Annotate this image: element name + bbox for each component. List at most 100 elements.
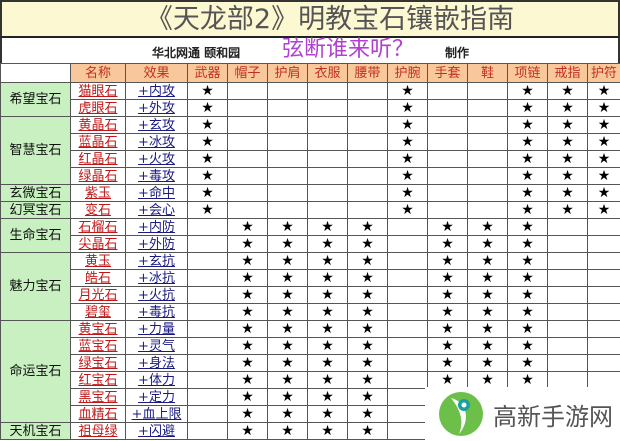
empty-cell xyxy=(387,269,428,287)
star-icon: ★ xyxy=(227,218,268,236)
star-icon: ★ xyxy=(267,286,308,304)
gem-name[interactable]: 血精石 xyxy=(70,405,126,423)
star-icon: ★ xyxy=(427,337,468,355)
gem-name[interactable]: 碧玺 xyxy=(70,303,126,321)
gem-name[interactable]: 红宝石 xyxy=(70,371,126,389)
star-icon: ★ xyxy=(467,354,508,372)
empty-cell xyxy=(307,184,348,202)
gem-effect[interactable]: +灵气 xyxy=(125,337,188,355)
star-icon: ★ xyxy=(347,286,388,304)
star-icon: ★ xyxy=(587,150,620,168)
gem-name[interactable]: 绿宝石 xyxy=(70,354,126,372)
gem-name[interactable]: 绿晶石 xyxy=(70,167,126,185)
gem-effect[interactable]: +毒攻 xyxy=(125,167,188,185)
star-icon: ★ xyxy=(187,82,228,100)
gem-name[interactable]: 紫玉 xyxy=(70,184,126,202)
table-row: 幻冥宝石 变石 +会心 ★ ★ ★ ★ ★ xyxy=(0,201,620,219)
server-label: 华北网通 颐和园 xyxy=(152,46,241,60)
empty-cell xyxy=(227,133,268,151)
gem-name[interactable]: 黄玉 xyxy=(70,252,126,270)
empty-cell xyxy=(547,371,588,389)
star-icon: ★ xyxy=(507,371,548,389)
gem-effect[interactable]: +外防 xyxy=(125,235,188,253)
gem-effect[interactable]: +命中 xyxy=(125,184,188,202)
gem-effect[interactable]: +血上限 xyxy=(125,405,188,423)
gem-name[interactable]: 黑宝石 xyxy=(70,388,126,406)
gem-effect[interactable]: +火攻 xyxy=(125,150,188,168)
empty-cell xyxy=(187,371,228,389)
table-row: 玄微宝石 紫玉 +命中 ★ ★ ★ ★ ★ xyxy=(0,184,620,202)
empty-cell xyxy=(187,269,228,287)
gem-effect[interactable]: +冰抗 xyxy=(125,269,188,287)
gem-effect[interactable]: +体力 xyxy=(125,371,188,389)
empty-cell xyxy=(547,286,588,304)
gem-effect[interactable]: +火抗 xyxy=(125,286,188,304)
gem-name[interactable]: 蓝晶石 xyxy=(70,133,126,151)
star-icon: ★ xyxy=(227,320,268,338)
star-icon: ★ xyxy=(187,167,228,185)
star-icon: ★ xyxy=(427,354,468,372)
gem-effect[interactable]: +闪避 xyxy=(125,422,188,440)
gem-effect[interactable]: +毒抗 xyxy=(125,303,188,321)
star-icon: ★ xyxy=(347,269,388,287)
gem-effect[interactable]: +玄抗 xyxy=(125,252,188,270)
star-icon: ★ xyxy=(227,422,268,440)
gem-name[interactable]: 石榴石 xyxy=(70,218,126,236)
gem-name[interactable]: 祖母绿 xyxy=(70,422,126,440)
star-icon: ★ xyxy=(507,133,548,151)
gem-name[interactable]: 虎眼石 xyxy=(70,99,126,117)
star-icon: ★ xyxy=(347,405,388,423)
gem-effect[interactable]: +力量 xyxy=(125,320,188,338)
empty-cell xyxy=(347,82,388,100)
gem-group: 希望宝石 xyxy=(0,82,71,117)
gem-name[interactable]: 尖晶石 xyxy=(70,235,126,253)
star-icon: ★ xyxy=(587,167,620,185)
gem-name[interactable]: 黄晶石 xyxy=(70,116,126,134)
gem-effect[interactable]: +内防 xyxy=(125,218,188,236)
empty-cell xyxy=(267,116,308,134)
column-header: 护肩 xyxy=(267,63,308,83)
empty-cell xyxy=(387,422,428,440)
star-icon: ★ xyxy=(587,116,620,134)
star-icon: ★ xyxy=(307,320,348,338)
gem-effect[interactable]: +定力 xyxy=(125,388,188,406)
star-icon: ★ xyxy=(307,218,348,236)
gem-effect[interactable]: +会心 xyxy=(125,201,188,219)
column-header: 戒指 xyxy=(547,63,588,83)
empty-cell xyxy=(547,235,588,253)
star-icon: ★ xyxy=(187,99,228,117)
table-row: 红晶石 +火攻 ★ ★ ★ ★ ★ xyxy=(1,150,620,168)
star-icon: ★ xyxy=(507,99,548,117)
gem-name[interactable]: 变石 xyxy=(70,201,126,219)
star-icon: ★ xyxy=(347,388,388,406)
empty-cell xyxy=(547,218,588,236)
table-row: 皓石 +冰抗 ★ ★ ★ ★ ★ ★ ★ xyxy=(1,269,620,287)
gem-name[interactable]: 皓石 xyxy=(70,269,126,287)
column-header: 帽子 xyxy=(227,63,268,83)
empty-cell xyxy=(427,82,468,100)
gem-name[interactable]: 蓝宝石 xyxy=(70,337,126,355)
star-icon: ★ xyxy=(467,371,508,389)
star-icon: ★ xyxy=(387,116,428,134)
gem-name[interactable]: 猫眼石 xyxy=(70,82,126,100)
gem-group: 命运宝石 xyxy=(0,320,71,423)
star-icon: ★ xyxy=(347,320,388,338)
gem-effect[interactable]: +冰攻 xyxy=(125,133,188,151)
gem-effect[interactable]: +内攻 xyxy=(125,82,188,100)
empty-cell xyxy=(427,201,468,219)
gem-effect[interactable]: +外攻 xyxy=(125,99,188,117)
gem-name[interactable]: 月光石 xyxy=(70,286,126,304)
watermark-text: 高新手游网 xyxy=(493,402,613,431)
empty-cell xyxy=(267,201,308,219)
gem-name[interactable]: 红晶石 xyxy=(70,150,126,168)
empty-cell xyxy=(227,167,268,185)
star-icon: ★ xyxy=(347,422,388,440)
gem-effect[interactable]: +玄攻 xyxy=(125,116,188,134)
empty-cell xyxy=(387,405,428,423)
empty-cell xyxy=(267,167,308,185)
empty-cell xyxy=(227,201,268,219)
empty-cell xyxy=(467,133,508,151)
gem-name[interactable]: 黄宝石 xyxy=(70,320,126,338)
empty-cell xyxy=(467,99,508,117)
gem-effect[interactable]: +身法 xyxy=(125,354,188,372)
